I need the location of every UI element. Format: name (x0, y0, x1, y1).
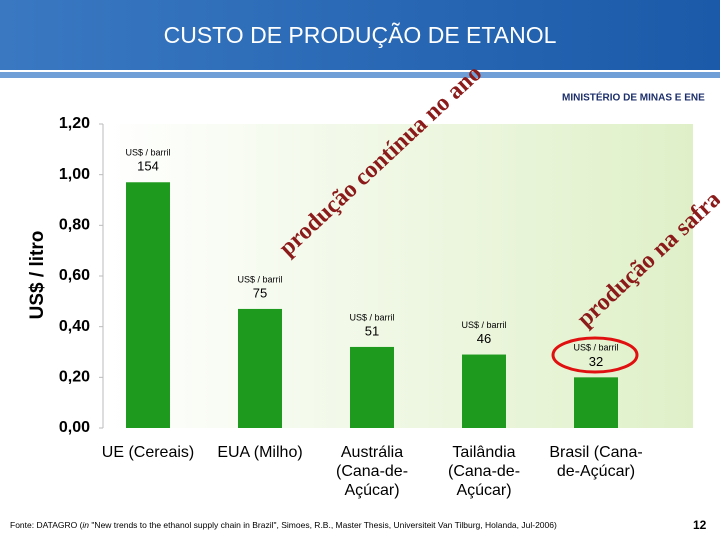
barrel-value: 32 (589, 354, 603, 369)
x-tick-label: UE (Cereais) (101, 444, 195, 461)
barrel-value: 51 (365, 323, 379, 338)
bar (238, 308, 282, 428)
x-tick-label: Tailândia (Cana-de-Açúcar) (447, 444, 521, 499)
barrel-value: 46 (477, 331, 491, 346)
barrel-unit: US$ / barril (349, 312, 394, 322)
source-text: "New trends to the ethanol supply chain … (89, 520, 557, 530)
highlight-ellipse (551, 336, 639, 374)
x-tick-label: Brasil (Cana-de-Açúcar) (549, 444, 643, 480)
barrel-unit: US$ / barril (125, 148, 170, 158)
bar (462, 354, 506, 428)
y-axis-label: US$ / litro (27, 231, 48, 320)
header-strip (0, 72, 720, 78)
y-tick-label: 0,80 (59, 217, 90, 234)
barrel-value: 154 (137, 159, 159, 174)
barrel-unit: US$ / barril (573, 343, 618, 353)
source-text: in (82, 520, 90, 530)
source-text: Fonte: DATAGRO ( (10, 520, 83, 530)
x-tick-label: EUA (Milho) (217, 444, 303, 461)
y-tick-label: 0,60 (59, 267, 90, 284)
y-tick-label: 0,20 (59, 369, 90, 386)
title: CUSTO DE PRODUÇÃO DE ETANOL (164, 22, 557, 48)
bar (350, 346, 394, 428)
barrel-value: 75 (253, 285, 267, 300)
y-tick-label: 0,00 (59, 419, 90, 436)
y-tick-label: 1,20 (59, 115, 90, 132)
page-number: 12 (693, 518, 707, 532)
barrel-unit: US$ / barril (237, 274, 282, 284)
bar (126, 182, 170, 428)
bar (574, 377, 618, 428)
ministry: MINISTÉRIO DE MINAS E ENE (562, 91, 705, 104)
header-bar (0, 0, 720, 70)
y-tick-label: 1,00 (59, 166, 90, 183)
barrel-unit: US$ / barril (461, 320, 506, 330)
x-tick-label: Austrália (Cana-de-Açúcar) (335, 444, 409, 499)
source: Fonte: DATAGRO (in "New trends to the et… (10, 520, 557, 530)
y-tick-label: 0,40 (59, 318, 90, 335)
